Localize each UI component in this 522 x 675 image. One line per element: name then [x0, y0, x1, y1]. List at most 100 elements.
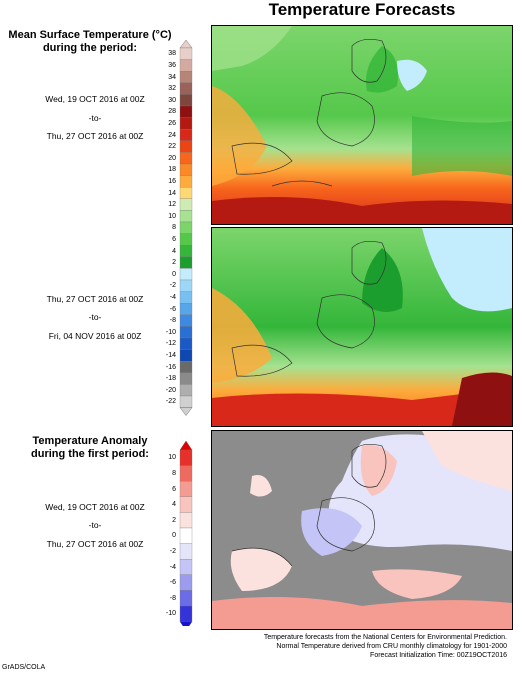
colorbar-label: 26 [168, 119, 176, 127]
colorbar-swatch [179, 543, 193, 560]
period2-start: Thu, 27 OCT 2016 at 00Z [46, 294, 144, 304]
colorbar-swatch [179, 314, 193, 327]
anomaly-title-line2: during the first period: [31, 448, 149, 460]
colorbar-swatch [179, 245, 193, 257]
colorbar-label: -6 [169, 579, 176, 587]
colorbar-top-arrow [179, 440, 193, 451]
colorbar-swatch [179, 221, 193, 234]
colorbar-swatch [179, 349, 193, 362]
mean-temp-colorbar-svg [179, 39, 193, 416]
colorbar-label: 24 [168, 131, 176, 139]
colorbar-label: 0 [172, 532, 176, 540]
colorbar-swatch [179, 71, 193, 83]
colorbar-label: 36 [168, 61, 176, 69]
colorbar-label: -18 [165, 375, 176, 383]
colorbar-label: 34 [168, 73, 176, 81]
colorbar-label: -22 [165, 398, 176, 406]
colorbar-swatch [179, 605, 193, 622]
colorbar-swatch [179, 47, 193, 60]
colorbar-swatch [179, 105, 193, 118]
mean-temp-colorbar: 38 36 34 32 30 28 26 24 22 20 18 16 14 12 10 8 6 4 2 0 -2 -4-… [158, 39, 198, 420]
colorbar-swatch [179, 82, 193, 95]
colorbar-bottom-arrow [179, 621, 193, 631]
footer: Temperature forecasts from the National … [200, 633, 507, 660]
colorbar-swatch [179, 94, 193, 107]
colorbar-label: 38 [168, 50, 176, 58]
mean-temp-title-line1: Mean Surface Temperature (°C) [8, 29, 172, 41]
colorbar-label: -2 [169, 547, 176, 555]
colorbar-label: -4 [169, 563, 176, 571]
mean-temp-map-period1 [211, 25, 513, 225]
colorbar-swatch [179, 163, 193, 176]
colorbar-label: 10 [168, 454, 176, 462]
colorbar-label: 4 [172, 247, 176, 255]
colorbar-swatch [179, 337, 193, 350]
colorbar-label: 30 [168, 96, 176, 104]
mean-temp-title: Mean Surface Temperature (°C) during the… [2, 29, 178, 55]
colorbar-swatch [179, 384, 193, 397]
colorbar-swatch [179, 129, 193, 141]
colorbar-label: 8 [172, 469, 176, 477]
colorbar-label: 2 [172, 259, 176, 267]
anomaly-end: Thu, 27 OCT 2016 at 00Z [46, 539, 144, 549]
colorbar-label: 32 [168, 85, 176, 93]
colorbar-label: -6 [169, 305, 176, 313]
colorbar-label: -12 [165, 340, 176, 348]
colorbar-label: 12 [168, 201, 176, 209]
anomaly-title-line1: Temperature Anomaly [32, 435, 148, 447]
colorbar-swatch [179, 481, 193, 497]
colorbar-label: -14 [165, 351, 176, 359]
colorbar-swatch [179, 291, 193, 304]
colorbar-swatch [179, 527, 193, 544]
colorbar-swatch [179, 590, 193, 607]
colorbar-label: 20 [168, 154, 176, 162]
anomaly-colorbar-svg [179, 440, 193, 631]
colorbar-top-arrow [179, 39, 193, 49]
colorbar-label: 8 [172, 224, 176, 232]
colorbar-swatch [179, 187, 193, 199]
colorbar-label: 18 [168, 166, 176, 174]
colorbar-swatch [179, 256, 193, 269]
colorbar-swatch [179, 175, 193, 188]
colorbar-label: 6 [172, 485, 176, 493]
period1-start: Wed, 19 OCT 2016 at 00Z [45, 94, 145, 104]
colorbar-swatch [179, 59, 193, 72]
period2-sep: -to- [88, 312, 102, 322]
anomaly-sep: -to- [88, 520, 102, 530]
colorbar-label: -2 [169, 282, 176, 290]
colorbar-bottom-arrow [179, 407, 193, 416]
colorbar-label: 14 [168, 189, 176, 197]
colorbar-label: -20 [165, 386, 176, 394]
colorbar-swatch [179, 268, 193, 281]
period1-sep: -to- [88, 113, 102, 123]
colorbar-label: -8 [169, 594, 176, 602]
colorbar-swatch [179, 140, 193, 153]
colorbar-swatch [179, 449, 193, 466]
colorbar-swatch [179, 303, 193, 315]
colorbar-swatch [179, 326, 193, 339]
anomaly-map [211, 430, 513, 630]
colorbar-swatch [179, 512, 193, 529]
colorbar-label: -10 [165, 328, 176, 336]
colorbar-label: 22 [168, 143, 176, 151]
colorbar-label: 16 [168, 177, 176, 185]
colorbar-swatch [179, 152, 193, 165]
colorbar-swatch [179, 496, 193, 513]
mean-temp-map-period2 [211, 227, 513, 427]
colorbar-swatch [179, 198, 193, 211]
footer-line1: Temperature forecasts from the National … [263, 634, 507, 641]
colorbar-label: -16 [165, 363, 176, 371]
colorbar-swatch [179, 395, 193, 408]
page-title: Temperature Forecasts [268, 0, 456, 19]
anomaly-colorbar: 10 8 6 4 2 0 -2 -4 -6 -8 -10 [158, 440, 198, 631]
colorbar-label: 0 [172, 270, 176, 278]
colorbar-swatch [179, 559, 193, 575]
mean-temp-title-line2: during the period: [42, 42, 138, 54]
colorbar-swatch [179, 117, 193, 130]
colorbar-label: -10 [165, 610, 176, 618]
anomaly-start: Wed, 19 OCT 2016 at 00Z [45, 502, 145, 512]
colorbar-swatch [179, 233, 193, 246]
colorbar-swatch [179, 210, 193, 223]
period2-end: Fri, 04 NOV 2016 at 00Z [48, 331, 142, 341]
colorbar-swatch [179, 574, 193, 591]
